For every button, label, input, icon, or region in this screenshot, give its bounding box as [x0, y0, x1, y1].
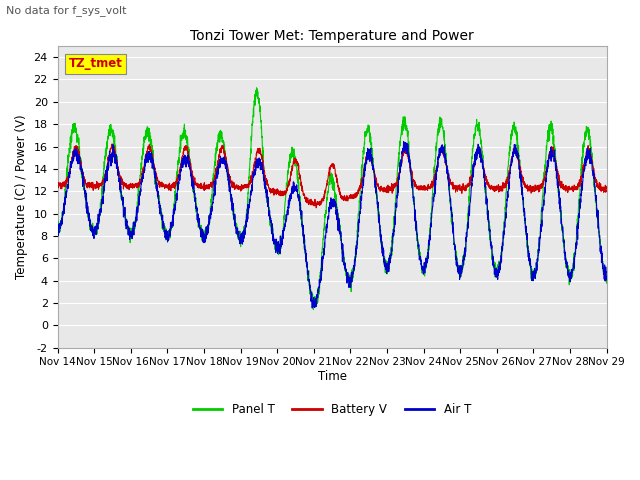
Text: TZ_tmet: TZ_tmet [68, 57, 122, 70]
Text: No data for f_sys_volt: No data for f_sys_volt [6, 5, 127, 16]
Y-axis label: Temperature (C) / Power (V): Temperature (C) / Power (V) [15, 114, 28, 279]
Title: Tonzi Tower Met: Temperature and Power: Tonzi Tower Met: Temperature and Power [190, 29, 474, 43]
Legend: Panel T, Battery V, Air T: Panel T, Battery V, Air T [188, 399, 476, 421]
X-axis label: Time: Time [317, 370, 347, 383]
